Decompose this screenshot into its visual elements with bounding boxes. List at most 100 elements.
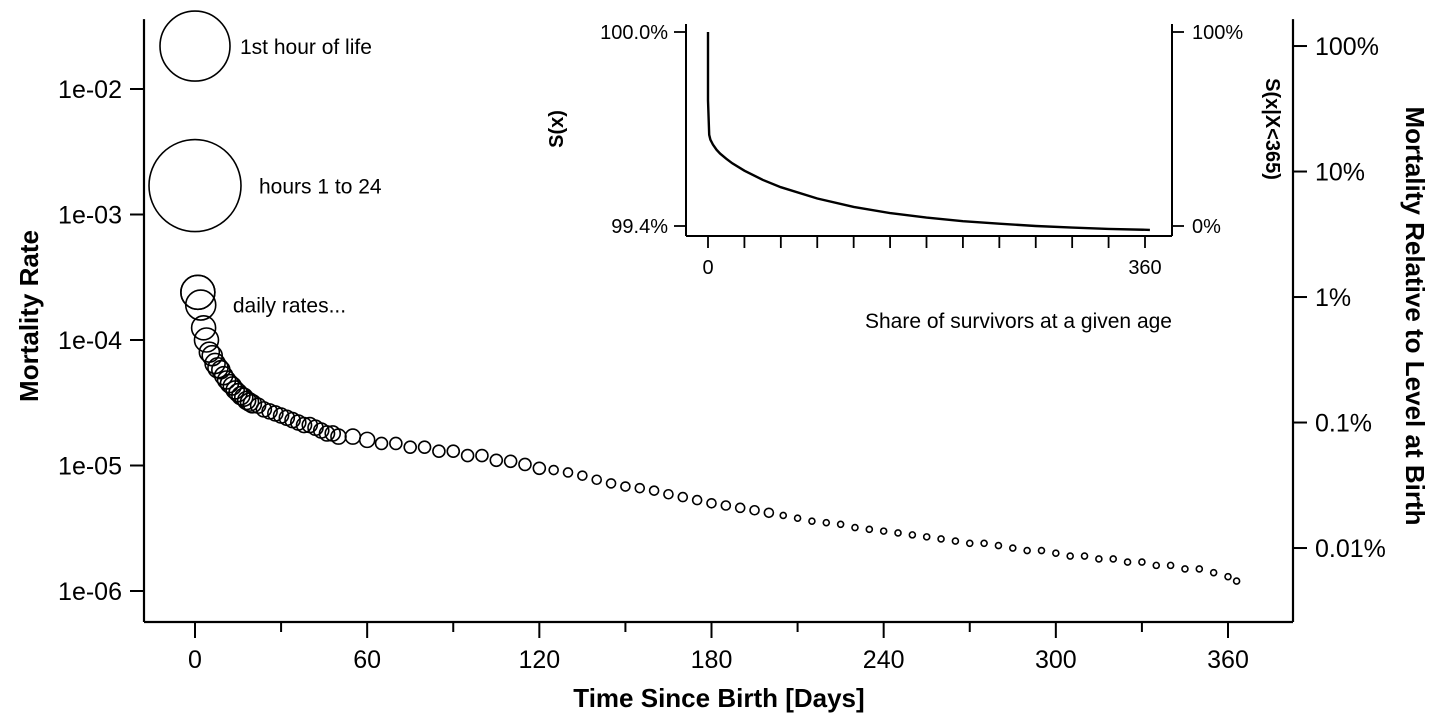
data-point [591, 474, 603, 486]
data-point [446, 444, 461, 459]
data-point [295, 416, 313, 434]
data-point [648, 485, 660, 496]
data-point [1109, 555, 1118, 563]
inset-x-tick-label: 0 [702, 257, 713, 279]
data-point [734, 502, 746, 514]
data-point [1023, 546, 1031, 555]
y-axis-title: Mortality Rate [14, 230, 44, 402]
inset-y-tick-label-right: 100% [1192, 22, 1243, 44]
data-point [894, 529, 902, 537]
y-tick-label: 1e-04 [58, 327, 122, 355]
data-point [634, 482, 646, 494]
data-point [193, 327, 220, 353]
annotation-label: daily rates... [233, 294, 346, 317]
annotations: 1st hour of life hours 1 to 24 daily rates… [148, 10, 382, 317]
annotation-label: 1st hour of life [240, 36, 372, 59]
data-point [374, 436, 389, 451]
data-point [190, 315, 217, 341]
data-point [1152, 561, 1161, 570]
data-point [951, 537, 960, 545]
data-point [1209, 568, 1218, 577]
main-axes: 0 60 120 180 240 300 360 1e-06 1e-05 1e-04 1e-03 1e… [58, 19, 1386, 674]
x-tick-label: 120 [518, 646, 560, 674]
data-point [937, 535, 945, 543]
data-point [403, 440, 418, 454]
data-point [577, 470, 588, 481]
data-point [994, 541, 1003, 550]
data-point [851, 523, 859, 532]
data-point [344, 428, 362, 445]
data-point [242, 394, 263, 414]
x-tick-label: 240 [863, 646, 905, 674]
y-tick-label-right: 0.01% [1315, 535, 1386, 563]
data-point [236, 390, 257, 411]
inset-y-tick-label: 99.4% [611, 216, 668, 238]
data-point [720, 500, 732, 511]
x-axis-title: Time Since Birth [Days] [573, 683, 864, 713]
data-point [1095, 555, 1103, 563]
inset-chart: 0 360 99.4% 100.0% 0% 100% [600, 22, 1243, 279]
data-point [460, 448, 475, 463]
data-point [1195, 565, 1204, 573]
inset-y-axis-title: S(x) [546, 110, 568, 148]
data-point [822, 518, 831, 527]
data-point [1166, 561, 1175, 570]
inset-y-tick-label: 100.0% [600, 22, 668, 44]
data-point [1008, 544, 1017, 552]
x-tick-label: 360 [1207, 646, 1249, 674]
inset-survival-line [706, 32, 1150, 232]
data-point [1232, 577, 1241, 585]
data-point [908, 531, 917, 539]
data-point [808, 517, 816, 525]
x-tick-label: 180 [691, 646, 733, 674]
data-point [562, 467, 574, 478]
data-point [1224, 572, 1232, 581]
data-point [620, 481, 631, 492]
data-point [691, 494, 703, 506]
y-tick-label: 1e-03 [58, 202, 122, 230]
annotation-marker [159, 10, 231, 82]
data-point [1037, 546, 1046, 555]
data-point [1138, 558, 1146, 566]
inset-x-tick-label: 360 [1128, 257, 1161, 279]
data-point [1066, 552, 1074, 560]
y-axis-title-right: Mortality Relative to Level at Birth [1400, 107, 1430, 526]
y-tick-label: 1e-06 [58, 578, 122, 606]
data-point [1123, 558, 1132, 566]
annotation-marker [180, 274, 216, 311]
data-point [980, 539, 988, 548]
annotation-label: hours 1 to 24 [259, 176, 382, 199]
inset-y-axis-title-right: S(x|X<365) [1261, 78, 1283, 180]
x-tick-label: 0 [188, 646, 202, 674]
annotation-marker [148, 138, 242, 233]
data-point [475, 448, 489, 463]
inset-y-tick-label-right: 0% [1192, 216, 1221, 238]
main-points [180, 274, 1241, 585]
data-point [763, 507, 775, 519]
data-point [793, 514, 802, 523]
data-point [389, 436, 403, 451]
data-point [677, 491, 689, 503]
data-point [865, 525, 874, 534]
data-point [239, 392, 260, 412]
inset-caption: Share of survivors at a given age [865, 310, 1172, 333]
data-point [548, 464, 559, 476]
data-point [1181, 565, 1189, 573]
y-tick-label-right: 100% [1315, 33, 1379, 61]
data-point [605, 478, 617, 489]
data-point [1052, 549, 1060, 558]
data-point [706, 497, 717, 509]
x-tick-label: 300 [1035, 646, 1077, 674]
data-point [518, 457, 532, 472]
data-point [358, 431, 376, 449]
data-point [417, 440, 432, 454]
data-point [779, 511, 788, 520]
y-tick-label: 1e-05 [58, 453, 122, 481]
x-tick-label: 60 [353, 646, 381, 674]
y-tick-label-right: 0.1% [1315, 410, 1372, 438]
data-point [318, 425, 336, 442]
data-point [1080, 552, 1089, 560]
y-tick-label: 1e-02 [58, 76, 122, 104]
